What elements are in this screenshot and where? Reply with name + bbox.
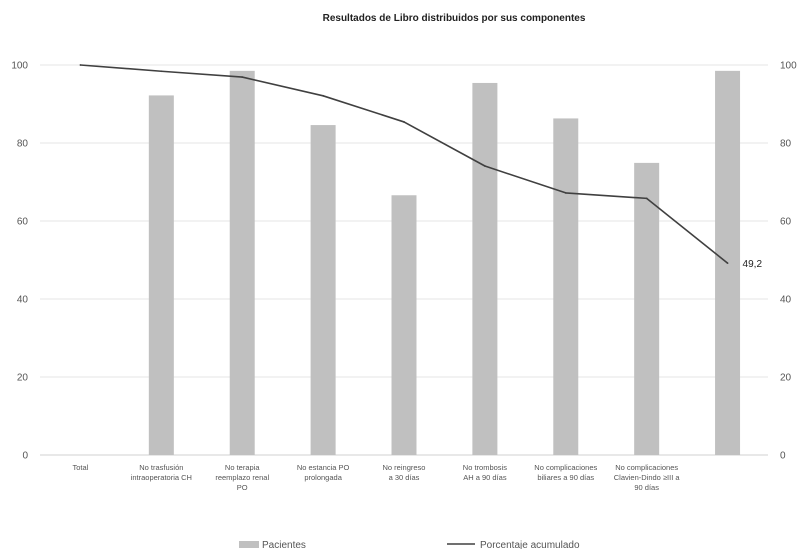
x-tick-label: No terapia reemplazo renal PO [215, 463, 269, 492]
x-tick-label: No estancia PO prolongada [297, 463, 350, 482]
bar [634, 162, 660, 455]
bar [472, 82, 498, 455]
x-tick-label: No reingreso a 30 días [383, 463, 426, 482]
bar-series-pacientes [148, 70, 741, 456]
line-series-porcentaje-acumulado: 49,2 [79, 64, 763, 270]
line-point [322, 94, 325, 97]
y-tick-label: 60 [17, 217, 29, 228]
legend-label-porcentaje-acumulado: Porcentaje acumulado [480, 540, 580, 549]
chart-legend: Pacientes Porcentaje acumulado [239, 540, 580, 551]
secondary-y-tick-label: 0 [780, 451, 786, 462]
line-point [403, 121, 405, 123]
y-tick-label: 0 [22, 451, 28, 462]
primary-y-axis: 0 20 40 60 80 100 [11, 61, 28, 462]
bar [229, 70, 255, 455]
data-label: 49,2 [743, 259, 763, 270]
chart-title: Resultados de Libro distribuidos por sus… [323, 13, 586, 24]
line-point [645, 197, 648, 200]
bar [553, 118, 579, 456]
x-tick-label: No complicaciones Clavien-Dindo ≥III a 90 … [614, 463, 681, 492]
x-tick-label: Total [73, 463, 89, 472]
line-point [160, 70, 163, 73]
legend-swatch-pacientes [239, 541, 259, 548]
bar [391, 195, 417, 455]
x-tick-label: No trombosis AH a 90 días [463, 463, 507, 482]
x-tick-label: No complicaciones biliares a 90 días [534, 463, 597, 482]
secondary-y-tick-label: 60 [780, 217, 792, 228]
line-point [483, 165, 486, 167]
y-tick-label: 20 [17, 373, 29, 384]
x-axis-categories: Total No trasfusión intraoperatoria CH No t… [73, 463, 681, 492]
secondary-y-tick-label: 100 [780, 61, 797, 72]
secondary-y-tick-label: 80 [780, 139, 792, 150]
legend-label-pacientes: Pacientes [262, 540, 306, 549]
line-point [241, 76, 244, 78]
bar [310, 125, 336, 455]
secondary-y-axis: 0 20 40 60 80 100 [780, 61, 797, 462]
line-point [79, 64, 82, 66]
line-point [564, 192, 567, 194]
bar [148, 95, 174, 456]
secondary-y-tick-label: 40 [780, 295, 792, 306]
y-tick-label: 100 [11, 61, 28, 72]
y-tick-label: 80 [17, 139, 29, 150]
secondary-y-tick-label: 20 [780, 373, 792, 384]
line-point [726, 262, 729, 265]
y-tick-label: 40 [17, 295, 29, 306]
x-tick-label: No trasfusión intraoperatoria CH [131, 463, 192, 482]
